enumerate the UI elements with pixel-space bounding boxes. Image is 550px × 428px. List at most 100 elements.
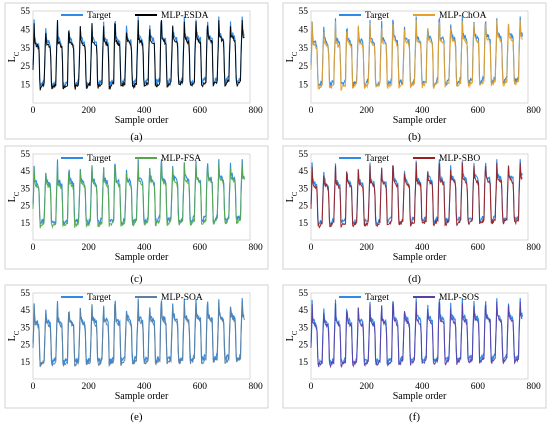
x-tick-label: 0 — [31, 106, 36, 116]
y-tick-label: 55 — [21, 289, 31, 299]
legend-label: MLP-FSA — [161, 154, 201, 164]
y-tick-label: 45 — [299, 25, 309, 35]
legend-label: MLP-ESDA — [161, 11, 209, 21]
x-axis-label: Sample order — [115, 115, 169, 126]
y-tick-label: 25 — [299, 202, 309, 212]
y-tick-label: 25 — [21, 62, 31, 72]
x-tick-label: 800 — [248, 106, 263, 116]
x-tick-label: 200 — [360, 382, 375, 392]
y-tick-label: 55 — [21, 7, 31, 17]
y-tick-label: 55 — [21, 150, 31, 160]
y-axis-label: LC — [285, 191, 299, 202]
y-tick-label: 35 — [299, 323, 309, 333]
x-tick-label: 800 — [526, 382, 541, 392]
x-tick-label: 800 — [526, 106, 541, 116]
x-axis-label: Sample order — [115, 252, 169, 263]
y-tick-label: 35 — [21, 44, 31, 54]
x-tick-label: 600 — [471, 243, 486, 253]
y-tick-label: 35 — [21, 323, 31, 333]
x-tick-label: 200 — [82, 382, 97, 392]
x-tick-label: 400 — [137, 382, 152, 392]
x-tick-label: 800 — [248, 382, 263, 392]
x-tick-label: 0 — [309, 243, 314, 253]
chart-panel-f: 15 25 35 45 55 0 200 400 600 800 Sample order LC Tar… — [282, 284, 547, 423]
x-tick-label: 600 — [193, 106, 208, 116]
y-tick-label: 15 — [21, 358, 31, 368]
chart-panel-c: 15 25 35 45 55 0 200 400 600 800 Sample order LC Tar… — [4, 145, 269, 285]
y-tick-label: 15 — [21, 219, 31, 229]
x-tick-label: 200 — [82, 106, 97, 116]
y-tick-label: 45 — [21, 306, 31, 316]
x-tick-label: 400 — [137, 106, 152, 116]
x-tick-label: 0 — [31, 382, 36, 392]
legend-label: MLP-ChOA — [439, 11, 487, 21]
x-tick-label: 200 — [360, 106, 375, 116]
series-line-model — [32, 301, 245, 368]
panel-caption: (c) — [130, 273, 143, 285]
x-axis-label: Sample order — [393, 252, 447, 263]
y-tick-label: 45 — [21, 167, 31, 177]
chart-panel-e: 15 25 35 45 55 0 200 400 600 800 Sample order LC Tar… — [4, 284, 269, 423]
chart-panel-d: 15 25 35 45 55 0 200 400 600 800 Sample order LC Tar… — [282, 145, 547, 285]
series-line-model — [310, 162, 523, 229]
y-tick-label: 25 — [299, 341, 309, 351]
legend-label: Target — [365, 293, 389, 303]
x-tick-label: 0 — [309, 382, 314, 392]
x-tick-label: 200 — [82, 243, 97, 253]
legend-label: Target — [87, 154, 111, 164]
y-tick-label: 45 — [299, 306, 309, 316]
x-tick-label: 600 — [193, 382, 208, 392]
x-tick-label: 0 — [309, 106, 314, 116]
y-tick-label: 15 — [299, 358, 309, 368]
x-axis-label: Sample order — [393, 115, 447, 126]
y-tick-label: 55 — [299, 289, 309, 299]
y-tick-label: 25 — [21, 202, 31, 212]
x-axis-label: Sample order — [393, 391, 447, 402]
legend-label: Target — [87, 293, 111, 303]
y-tick-label: 55 — [299, 7, 309, 17]
y-tick-label: 15 — [299, 81, 309, 91]
x-tick-label: 600 — [471, 382, 486, 392]
series-line-model — [310, 20, 523, 92]
panel-caption: (b) — [408, 131, 421, 143]
chart-panel-b: 15 25 35 45 55 0 200 400 600 800 Sample order LC Tar… — [282, 2, 547, 143]
panel-caption: (f) — [409, 411, 420, 423]
legend-label: MLP-SOA — [161, 293, 203, 303]
x-tick-label: 400 — [415, 243, 430, 253]
x-axis-label: Sample order — [115, 391, 169, 402]
legend-label: Target — [87, 11, 111, 21]
y-axis-label: LC — [7, 51, 21, 62]
series-line-model — [32, 20, 245, 91]
x-tick-label: 400 — [415, 382, 430, 392]
y-tick-label: 35 — [299, 184, 309, 194]
x-tick-label: 800 — [526, 243, 541, 253]
x-tick-label: 200 — [360, 243, 375, 253]
y-tick-label: 45 — [21, 25, 31, 35]
y-axis-label: LC — [7, 191, 21, 202]
panel-caption: (a) — [130, 131, 143, 143]
series-line-model — [310, 301, 523, 369]
panel-caption: (d) — [408, 273, 421, 285]
x-tick-label: 600 — [193, 243, 208, 253]
y-tick-label: 25 — [21, 341, 31, 351]
y-tick-label: 15 — [299, 219, 309, 229]
y-tick-label: 45 — [299, 167, 309, 177]
legend-label: MLP-SOS — [439, 293, 479, 303]
x-tick-label: 400 — [137, 243, 152, 253]
legend-label: MLP-SBO — [439, 154, 480, 164]
x-tick-label: 800 — [248, 243, 263, 253]
y-tick-label: 35 — [299, 44, 309, 54]
y-tick-label: 55 — [299, 150, 309, 160]
y-axis-label: LC — [7, 330, 21, 341]
legend-label: Target — [365, 11, 389, 21]
x-tick-label: 0 — [31, 243, 36, 253]
chart-panel-a: 15 25 35 45 55 0 200 400 600 800 Sample order LC Tar… — [4, 2, 269, 143]
x-tick-label: 400 — [415, 106, 430, 116]
y-tick-label: 15 — [21, 81, 31, 91]
y-axis-label: LC — [285, 51, 299, 62]
legend-label: Target — [365, 154, 389, 164]
y-tick-label: 35 — [21, 184, 31, 194]
y-axis-label: LC — [285, 330, 299, 341]
y-tick-label: 25 — [299, 62, 309, 72]
